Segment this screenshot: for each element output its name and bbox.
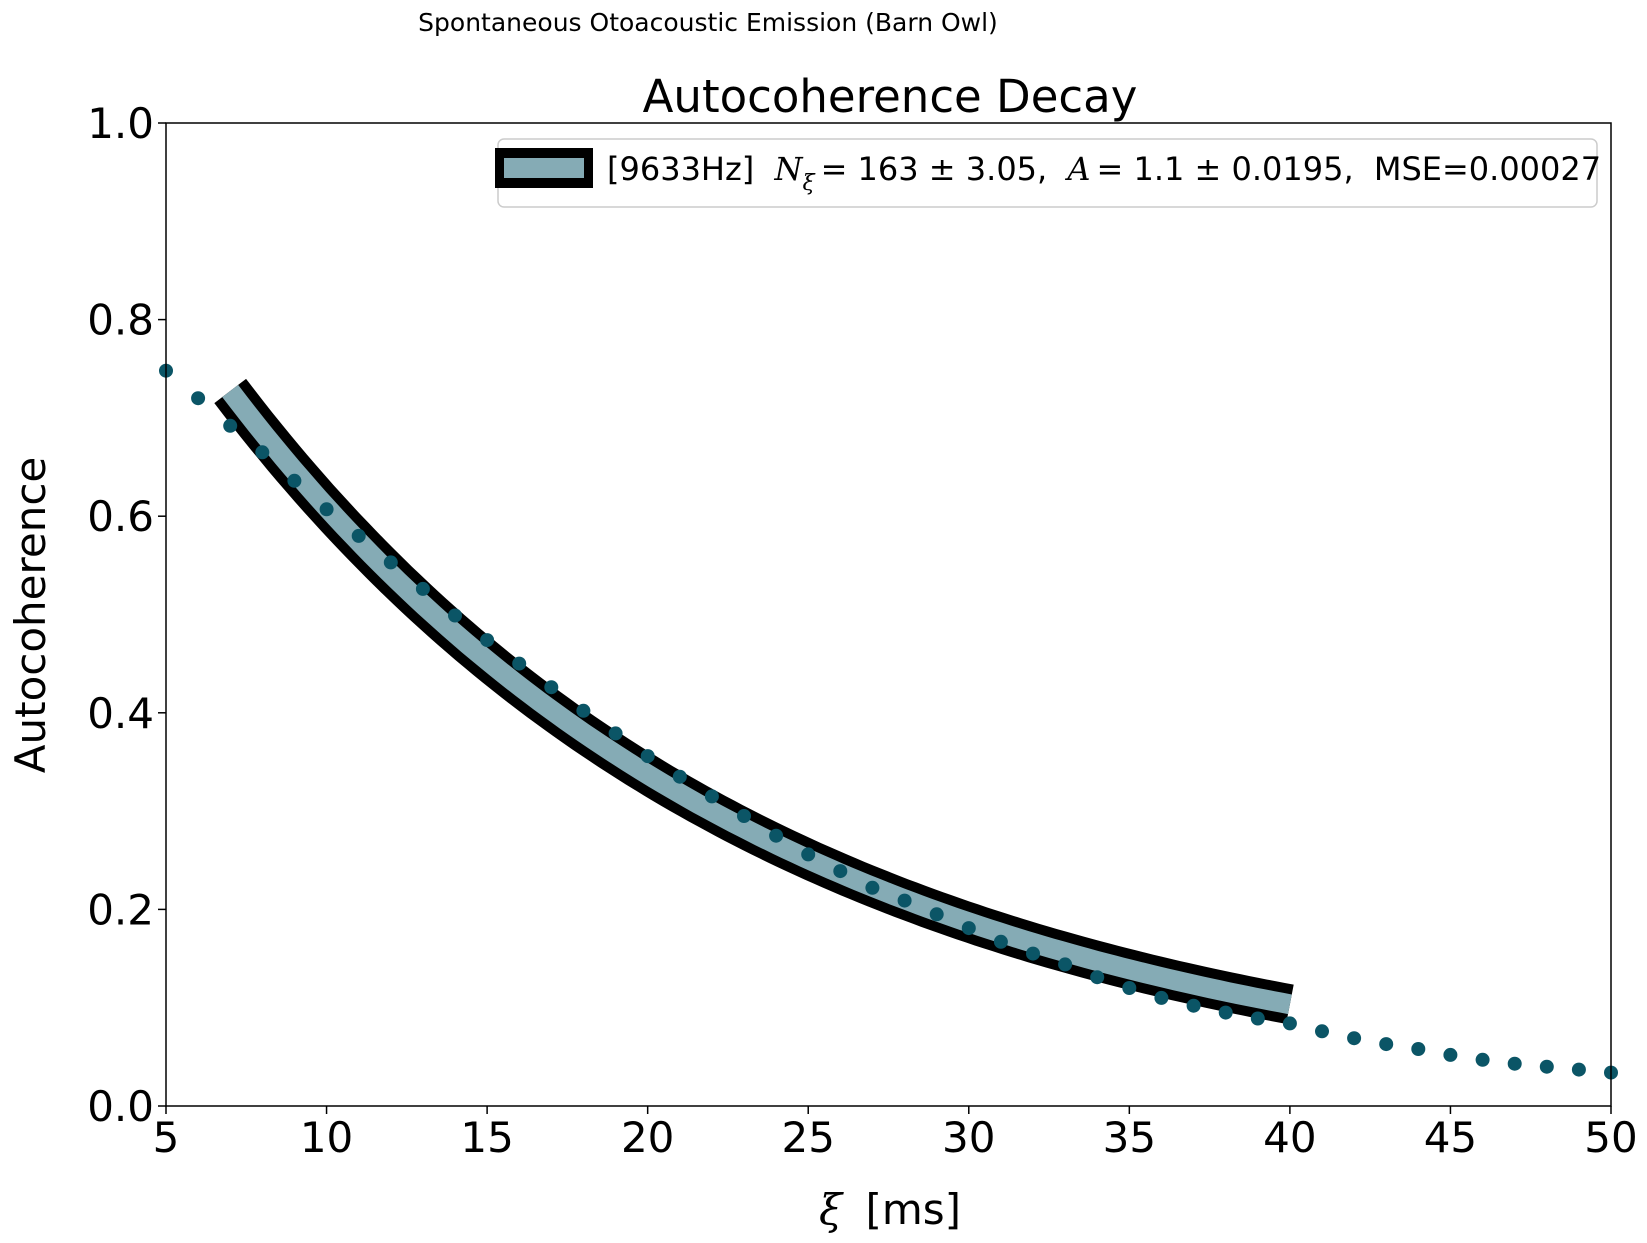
x-tick-label: 40 bbox=[1263, 1113, 1316, 1162]
data-point bbox=[929, 907, 944, 922]
legend-a-symbol: A bbox=[1064, 150, 1090, 188]
y-tick-label: 0.2 bbox=[87, 885, 154, 934]
data-point bbox=[480, 633, 495, 648]
legend-n-symbol: N bbox=[773, 150, 803, 188]
fit-curve-fill bbox=[222, 384, 1292, 1015]
y-tick-label: 1.0 bbox=[87, 99, 154, 148]
legend-frequency: [9633Hz] bbox=[607, 150, 754, 188]
y-tick-label: 0.4 bbox=[87, 689, 154, 738]
x-tick-label: 35 bbox=[1103, 1113, 1156, 1162]
data-point bbox=[737, 809, 751, 823]
data-point bbox=[865, 880, 880, 895]
data-point bbox=[383, 555, 398, 570]
y-axis-label: Autocoherence bbox=[6, 457, 55, 774]
data-point bbox=[255, 445, 270, 460]
data-point bbox=[833, 864, 848, 879]
x-tick-label: 15 bbox=[460, 1113, 513, 1162]
data-points bbox=[159, 363, 1618, 1080]
data-point bbox=[1154, 990, 1169, 1005]
data-point bbox=[993, 934, 1008, 949]
x-axis: 5 10 15 20 25 30 35 40 45 50 bbox=[153, 1106, 1638, 1162]
data-point bbox=[897, 893, 912, 908]
x-tick-label: 10 bbox=[300, 1113, 353, 1162]
data-point bbox=[1507, 1056, 1522, 1071]
data-point bbox=[769, 828, 784, 843]
x-tick-label: 50 bbox=[1584, 1113, 1637, 1162]
data-point bbox=[1315, 1024, 1329, 1039]
legend-label: [9633Hz] Nξ = 163 ± 3.05, A = 1.1 ± 0.0195… bbox=[607, 150, 1601, 196]
data-point bbox=[1250, 1011, 1265, 1026]
legend-n-subscript: ξ bbox=[802, 171, 816, 196]
data-point bbox=[704, 789, 719, 804]
data-point bbox=[191, 391, 206, 406]
data-point bbox=[1282, 1016, 1297, 1031]
data-point bbox=[640, 749, 655, 764]
y-tick-label: 0.0 bbox=[87, 1082, 154, 1131]
data-point bbox=[1218, 1005, 1233, 1020]
legend-n-value: = 163 ± 3.05, bbox=[821, 150, 1048, 188]
x-tick-label: 20 bbox=[621, 1113, 674, 1162]
data-point bbox=[1475, 1052, 1490, 1067]
data-point bbox=[1058, 957, 1073, 972]
x-tick-label: 45 bbox=[1424, 1113, 1477, 1162]
figure-suptitle: Spontaneous Otoacoustic Emission (Barn O… bbox=[418, 8, 998, 37]
data-point bbox=[1026, 946, 1040, 961]
data-point bbox=[512, 656, 527, 671]
x-tick-label: 30 bbox=[942, 1113, 995, 1162]
chart-title: Autocoherence Decay bbox=[643, 70, 1138, 123]
data-point bbox=[448, 608, 462, 623]
data-point bbox=[961, 921, 976, 936]
data-point bbox=[1411, 1042, 1426, 1056]
data-point bbox=[801, 847, 816, 862]
data-point bbox=[1090, 970, 1105, 985]
data-point bbox=[1571, 1062, 1586, 1077]
data-point bbox=[672, 769, 687, 784]
data-point bbox=[576, 703, 591, 718]
data-point bbox=[319, 502, 334, 517]
data-point bbox=[1539, 1059, 1554, 1074]
plot-area bbox=[159, 122, 1618, 1107]
x-tick-label: 25 bbox=[781, 1113, 834, 1162]
data-point bbox=[1122, 981, 1137, 995]
fit-curve-edge bbox=[214, 378, 1294, 1024]
legend: [9633Hz] Nξ = 163 ± 3.05, A = 1.1 ± 0.0195… bbox=[495, 138, 1601, 208]
data-point bbox=[415, 581, 430, 596]
y-axis: 0.0 0.2 0.4 0.6 0.8 1.0 bbox=[87, 99, 166, 1131]
data-point bbox=[1186, 998, 1201, 1013]
x-tick-label: 5 bbox=[153, 1113, 180, 1162]
legend-mse: MSE=0.00027 bbox=[1374, 150, 1601, 188]
data-point bbox=[287, 473, 302, 488]
data-point bbox=[1443, 1047, 1458, 1062]
data-point bbox=[1379, 1037, 1394, 1052]
data-point bbox=[544, 680, 559, 695]
data-point bbox=[608, 726, 623, 741]
x-axis-unit: [ms] bbox=[865, 1185, 961, 1234]
legend-a-value: = 1.1 ± 0.0195, bbox=[1096, 150, 1353, 188]
y-tick-label: 0.8 bbox=[87, 296, 154, 345]
data-point bbox=[223, 418, 238, 433]
y-tick-label: 0.6 bbox=[87, 492, 154, 541]
x-axis-symbol: ξ bbox=[819, 1185, 844, 1234]
fit-curve-group bbox=[214, 378, 1294, 1024]
x-axis-label: ξ [ms] bbox=[819, 1185, 961, 1234]
data-point bbox=[351, 528, 366, 543]
data-point bbox=[1347, 1031, 1362, 1046]
axes-frame bbox=[165, 122, 1612, 1107]
